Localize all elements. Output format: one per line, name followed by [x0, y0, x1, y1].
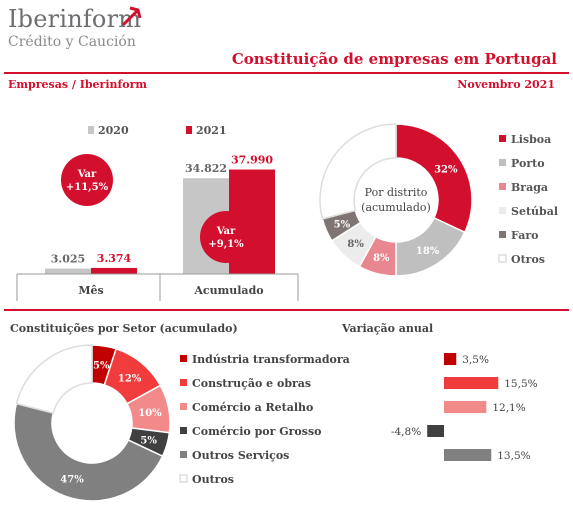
pie-slice-5 [319, 123, 397, 220]
variation-bubble-label: Var [216, 226, 236, 237]
legend-swatch [180, 451, 187, 458]
bar-value-label: 3.374 [97, 252, 132, 265]
hbar-4 [444, 449, 492, 461]
legend-label: Braga [511, 181, 548, 194]
bar-2020-0 [45, 268, 91, 274]
header-rule [4, 72, 569, 74]
legend-swatch [499, 159, 506, 166]
legend-swatch [180, 379, 187, 386]
hbar-2 [444, 401, 487, 413]
logo-mark-icon [122, 6, 142, 26]
pie-slice-4 [13, 402, 164, 502]
hbar-label: 3,5% [462, 354, 489, 366]
legend-label: Outros Serviços [192, 449, 289, 462]
variation-chart-title: Variação anual [342, 322, 434, 335]
legend-swatch [499, 231, 506, 238]
legend-swatch [180, 427, 187, 434]
legend-label: Construção e obras [192, 377, 311, 390]
legend-label-2020: 2020 [98, 124, 129, 137]
hbar-label: 12,1% [492, 402, 525, 414]
pie-center-subtitle: (acumulado) [361, 201, 431, 214]
legend-swatch [180, 355, 187, 362]
legend-label: Otros [511, 253, 545, 266]
pie-slice-label: 8% [347, 239, 364, 250]
hbar-label: -4,8% [391, 426, 421, 438]
district-pie-chart: 32% 18% 8% 8% 5% Por distrito (acumulado) Lisbo… [319, 123, 558, 277]
legend-swatch [499, 183, 506, 190]
variation-bubble [200, 211, 252, 263]
sector-chart-title: Constituições por Setor (acumulado) [10, 322, 238, 335]
variation-bubble-label: Var [77, 169, 97, 180]
pie-slice-label: 5% [140, 435, 157, 446]
legend-label: Lisboa [511, 133, 551, 146]
pie-slice-label: 47% [60, 475, 84, 486]
hbar-label: 13,5% [497, 450, 530, 462]
legend-label: Indústria transformadora [192, 353, 350, 366]
legend-swatch [499, 207, 506, 214]
hbar-label: 15,5% [504, 378, 537, 390]
category-label: Acumulado [193, 284, 263, 297]
subheader-right: Novembro 2021 [457, 78, 555, 91]
subheader-left: Empresas / Iberinform [8, 78, 148, 91]
hbar-0 [444, 353, 457, 365]
bar-value-label: 3.025 [51, 253, 85, 266]
legend-label-2021: 2021 [196, 124, 227, 137]
pie-slice-0 [395, 123, 473, 234]
brand-name: Iberinform [8, 5, 142, 33]
legend-label: Comércio a Retalho [192, 401, 313, 414]
variation-bubble-value: +9,1% [208, 239, 244, 250]
pie-slice-label: 5% [93, 361, 110, 372]
pie-slice-label: 12% [118, 374, 142, 385]
pie-slice-5 [15, 344, 93, 414]
brand-logo: Iberinform Crédito y Caución [8, 6, 141, 50]
category-label: Mês [78, 284, 103, 297]
pie-center-title: Por distrito [365, 186, 428, 199]
legend-swatch [180, 403, 187, 410]
pie-slice-label: 32% [434, 164, 458, 175]
sector-charts: 5% 12% 10% 5% 47% Indústria transformadora Con… [13, 344, 538, 502]
pie-slice-label: 10% [138, 408, 162, 419]
legend-swatch [498, 254, 507, 263]
legend-swatch-2020 [88, 126, 94, 134]
section-divider [4, 309, 569, 311]
pie-slice-label: 18% [416, 246, 440, 257]
legend-label: Porto [511, 157, 545, 170]
brand-subtitle: Crédito y Caución [8, 34, 136, 50]
annual-bar-chart: 2020 2021 3.025 3.374 Mês 34.822 37.990 Acumula… [16, 124, 299, 301]
legend-swatch [179, 474, 188, 483]
pie-slice-label: 5% [334, 219, 351, 230]
legend-swatch-2021 [186, 126, 192, 134]
pie-slice-label: 8% [373, 253, 390, 264]
bar-2021-0 [91, 267, 137, 274]
legend-label: Outros [192, 473, 234, 486]
bar-value-label: 34.822 [185, 162, 227, 175]
bar-value-label: 37.990 [231, 154, 273, 167]
legend-label: Comércio por Grosso [192, 425, 321, 438]
legend-label: Setúbal [511, 205, 558, 218]
variation-bubble-value: +11,5% [66, 182, 109, 193]
hbar-1 [444, 377, 499, 389]
hbar-3 [427, 425, 444, 437]
legend-label: Faro [511, 229, 538, 242]
page-title: Constituição de empresas em Portugal [231, 50, 557, 68]
variation-bubble [61, 154, 113, 206]
legend-swatch [499, 135, 506, 142]
